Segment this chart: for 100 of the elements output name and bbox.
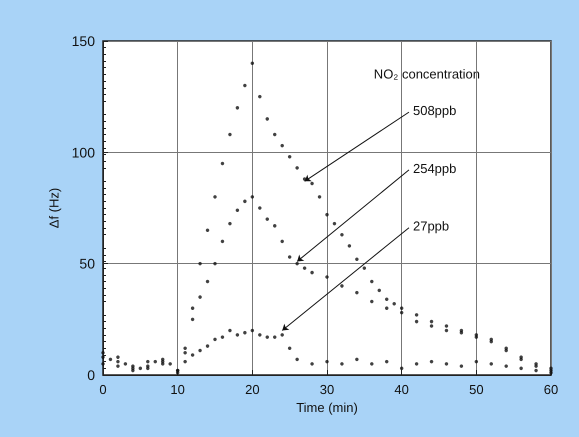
point	[400, 310, 404, 314]
x-tick-label: 30	[320, 382, 334, 397]
point	[250, 195, 254, 199]
point	[228, 132, 232, 136]
point	[243, 330, 247, 334]
point	[198, 295, 202, 299]
point	[400, 366, 404, 370]
point	[325, 360, 329, 364]
point	[183, 360, 187, 364]
point	[288, 346, 292, 350]
point	[183, 350, 187, 354]
point	[355, 358, 359, 362]
point	[362, 266, 366, 270]
point	[266, 117, 270, 121]
point	[370, 280, 374, 284]
point	[295, 262, 299, 266]
point	[318, 195, 322, 199]
point	[348, 244, 352, 248]
point	[272, 224, 276, 228]
point	[258, 94, 262, 98]
point	[474, 360, 478, 364]
point	[332, 222, 336, 226]
point	[108, 358, 112, 362]
point	[384, 306, 388, 310]
point	[340, 232, 344, 236]
point	[220, 240, 224, 244]
point	[490, 362, 494, 366]
point	[116, 360, 120, 364]
point	[138, 366, 142, 370]
point	[355, 257, 359, 261]
point	[213, 262, 217, 266]
point	[504, 364, 508, 368]
point	[228, 328, 232, 332]
annotation: 27ppb	[412, 218, 450, 234]
point	[116, 355, 120, 359]
y-tick-label: 100	[72, 144, 96, 160]
point	[124, 362, 128, 366]
point	[414, 320, 418, 324]
point	[280, 333, 284, 337]
point	[176, 368, 180, 372]
point	[272, 132, 276, 136]
point	[295, 166, 299, 170]
point	[258, 206, 262, 210]
point	[288, 155, 292, 159]
x-tick-label: 60	[544, 382, 558, 397]
point	[190, 353, 194, 357]
point	[236, 208, 240, 212]
point	[220, 335, 224, 339]
point	[280, 144, 284, 148]
point	[310, 362, 314, 366]
point	[280, 240, 284, 244]
point	[146, 366, 150, 370]
point	[325, 212, 329, 216]
point	[444, 362, 448, 366]
point	[250, 328, 254, 332]
y-tick-label: 0	[87, 367, 96, 383]
point	[266, 217, 270, 221]
point	[295, 358, 299, 362]
annotation: 508ppb	[412, 103, 456, 118]
point	[378, 288, 382, 292]
point	[266, 335, 270, 339]
point	[370, 362, 374, 366]
point	[384, 298, 388, 302]
point	[310, 270, 314, 274]
point	[228, 222, 232, 226]
point	[340, 284, 344, 288]
point	[258, 333, 262, 337]
point	[288, 255, 292, 259]
point	[190, 318, 194, 322]
point	[160, 362, 164, 366]
point	[243, 200, 247, 204]
x-axis-title: Time (min)	[296, 400, 358, 415]
point	[213, 338, 217, 342]
point	[460, 364, 464, 368]
point	[236, 106, 240, 110]
x-tick-label: 40	[394, 382, 409, 397]
point	[190, 306, 194, 310]
point	[370, 300, 374, 304]
point	[534, 368, 538, 372]
x-tick-label: 20	[245, 382, 260, 397]
x-tick-label: 0	[99, 382, 107, 397]
point	[101, 350, 105, 354]
point	[154, 360, 158, 364]
point	[236, 333, 240, 337]
point	[116, 364, 120, 368]
point	[168, 362, 172, 366]
annotation: 254ppb	[412, 160, 456, 176]
x-tick-label: 10	[170, 382, 185, 397]
y-axis-title: Δf (Hz)	[46, 188, 62, 228]
point	[243, 84, 247, 88]
point	[384, 360, 388, 364]
point	[414, 313, 418, 317]
point	[355, 290, 359, 294]
point	[272, 335, 276, 339]
y-tick-label: 150	[72, 33, 96, 49]
point	[414, 362, 418, 366]
point	[198, 262, 202, 266]
point	[213, 195, 217, 199]
y-tick-label: 50	[79, 256, 96, 272]
point	[392, 302, 396, 306]
